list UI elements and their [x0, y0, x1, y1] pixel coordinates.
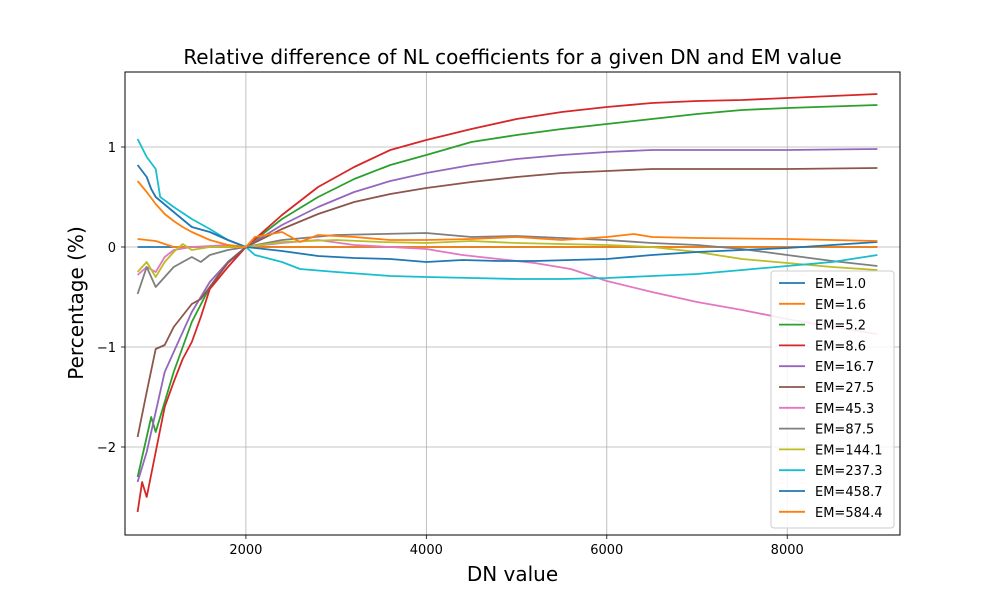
x-tick-label: 4000 — [410, 543, 443, 558]
legend: EM=1.0 EM=1.6 EM=5.2 EM=8.6 EM=16.7 EM=27.5 EM… — [770, 270, 895, 529]
series-line-7 — [137, 239, 878, 335]
legend-label: EM=16.7 — [815, 360, 874, 375]
legend-label: EM=1.0 — [815, 277, 866, 292]
series-line-3 — [136, 104, 878, 478]
series-line-12 — [136, 180, 878, 248]
legend-label: EM=5.2 — [815, 319, 866, 334]
series-line-10 — [136, 138, 878, 280]
series-line-11 — [136, 164, 878, 263]
axis-ticks: 2000 4000 6000 8000 −2 −1 0 1 — [97, 141, 804, 558]
legend-label: EM=237.3 — [815, 464, 883, 479]
series-line-8 — [136, 232, 878, 295]
legend-box — [770, 270, 895, 529]
plot-frame — [124, 71, 901, 536]
legend-label: EM=1.6 — [815, 298, 866, 313]
x-tick-label: 2000 — [229, 543, 262, 558]
y-tick-label: 1 — [108, 141, 116, 156]
chart-title: Relative difference of NL coefficients f… — [183, 45, 841, 69]
series-line-6 — [136, 167, 878, 438]
legend-label: EM=45.3 — [815, 402, 874, 417]
y-axis-label: Percentage (%) — [64, 226, 88, 379]
legend-label: EM=87.5 — [815, 423, 874, 438]
legend-label: EM=458.7 — [815, 485, 883, 500]
y-tick-label: −2 — [97, 441, 116, 456]
x-axis-label: DN value — [467, 562, 558, 586]
legend-label: EM=27.5 — [815, 381, 874, 396]
series-line-4 — [136, 93, 878, 513]
y-tick-label: −1 — [97, 341, 116, 356]
legend-label: EM=584.4 — [815, 506, 883, 521]
x-tick-label: 6000 — [590, 543, 623, 558]
series-line-5 — [136, 148, 878, 483]
x-tick-label: 8000 — [771, 543, 804, 558]
legend-label: EM=144.1 — [815, 443, 883, 458]
series-group — [136, 93, 878, 513]
legend-label: EM=8.6 — [815, 339, 866, 354]
series-line-9 — [136, 239, 878, 278]
y-tick-label: 0 — [108, 241, 116, 256]
